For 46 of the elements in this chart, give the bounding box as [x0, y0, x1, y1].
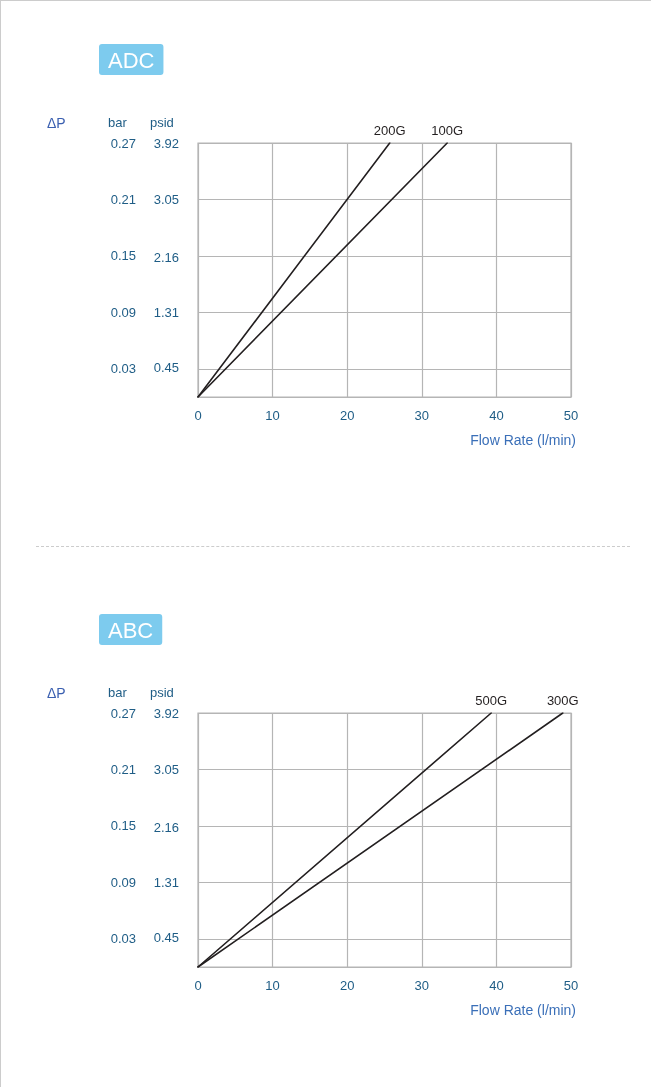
y2-tick-label: 1.31	[153, 874, 179, 890]
chart-title: ADC	[108, 47, 155, 73]
y-tick-label: 0.03	[110, 931, 136, 947]
y-tick-label: 0.03	[110, 361, 136, 377]
x-tick-label: 50	[563, 408, 579, 423]
y2-tick-label: 3.05	[153, 761, 179, 777]
y-tick-label: 0.15	[110, 248, 136, 264]
x-tick-label: 0	[194, 408, 202, 423]
x-tick-label: 40	[489, 978, 504, 993]
x-tick-label: 30	[414, 978, 430, 993]
series-label: 300G	[546, 693, 579, 708]
y2-tick-label: 3.05	[153, 191, 179, 207]
series-label: 200G	[373, 123, 406, 138]
x-tick-label: 20	[339, 978, 355, 993]
y-tick-label: 0.15	[110, 818, 136, 834]
x-axis-title: Flow Rate (l/min)	[470, 432, 576, 448]
y2-tick-label: 0.45	[153, 360, 179, 376]
series-label: 500G	[475, 693, 508, 708]
x-axis-title: Flow Rate (l/min)	[470, 1002, 576, 1018]
y2-tick-label: 0.45	[153, 930, 179, 946]
x-tick-label: 30	[414, 408, 430, 423]
y2-tick-label: 3.92	[153, 705, 179, 721]
y-tick-label: 0.21	[110, 761, 136, 777]
y-tick-label: 0.09	[110, 874, 136, 890]
y2-tick-label: 2.16	[153, 819, 179, 835]
chart-title: ABC	[108, 617, 154, 643]
y2-axis-title: psid	[150, 115, 174, 130]
y2-tick-label: 2.16	[153, 249, 179, 265]
y-tick-label: 0.09	[110, 304, 136, 320]
x-tick-label: 10	[265, 978, 280, 993]
y-tick-label: 0.21	[110, 191, 136, 207]
x-tick-label: 50	[563, 978, 579, 993]
x-tick-label: 0	[194, 978, 202, 993]
y2-axis-title: psid	[150, 685, 174, 700]
y2-tick-label: 1.31	[153, 304, 179, 320]
y2-tick-label: 3.92	[153, 135, 179, 151]
text: ΔP	[47, 685, 66, 701]
x-tick-label: 20	[339, 408, 355, 423]
x-tick-label: 40	[489, 408, 504, 423]
y-axis-title: bar	[108, 685, 128, 700]
y-tick-label: 0.27	[110, 135, 136, 151]
y-axis-title: bar	[108, 115, 128, 130]
series-label: 100G	[431, 123, 464, 138]
x-tick-label: 10	[265, 408, 280, 423]
text: ΔP	[47, 115, 66, 131]
y-tick-label: 0.27	[110, 705, 136, 721]
